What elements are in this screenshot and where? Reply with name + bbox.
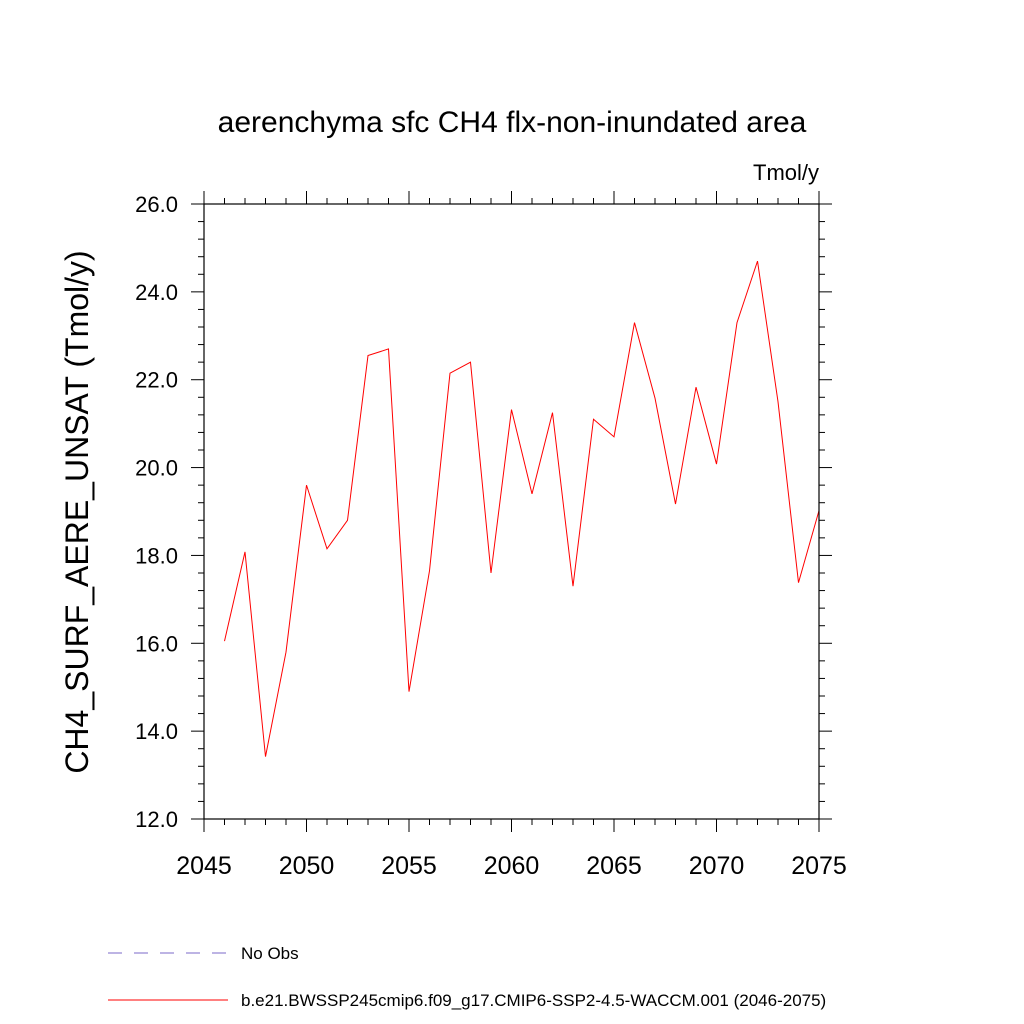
legend: No Obs b.e21.BWSSP245cmip6.f09_g17.CMIP6-… — [108, 944, 826, 1010]
legend-entry-label: No Obs — [241, 944, 299, 963]
series-layer — [224, 260, 820, 757]
y-tick-label: 14.0 — [135, 719, 178, 744]
x-tick-label: 2050 — [279, 852, 335, 880]
x-tick-label: 2070 — [689, 852, 745, 880]
x-tick-label: 2060 — [484, 852, 540, 880]
ticks-layer: 2045 2050 2055 2060 2065 2070 2075 12.0 14.0 16.0… — [135, 191, 847, 880]
y-tick-label: 12.0 — [135, 807, 178, 832]
x-tick-label: 2045 — [176, 852, 232, 880]
y-tick-label: 24.0 — [135, 280, 178, 305]
units-label: Tmol/y — [753, 160, 819, 185]
x-tick-label: 2065 — [586, 852, 642, 880]
y-tick-label: 16.0 — [135, 631, 178, 656]
y-tick-label: 22.0 — [135, 368, 178, 393]
chart-title: aerenchyma sfc CH4 flx-non-inundated are… — [218, 106, 807, 139]
y-tick-label: 26.0 — [135, 192, 178, 217]
y-tick-label: 20.0 — [135, 456, 178, 481]
y-tick-label: 18.0 — [135, 543, 178, 568]
x-tick-label: 2075 — [791, 852, 847, 880]
legend-entry-label: b.e21.BWSSP245cmip6.f09_g17.CMIP6-SSP2-4… — [241, 991, 826, 1010]
plot-frame — [203, 203, 820, 820]
y-axis-label: CH4_SURF_AERE_UNSAT (Tmol/y) — [59, 250, 95, 773]
series-line — [224, 260, 820, 757]
x-tick-label: 2055 — [381, 852, 437, 880]
